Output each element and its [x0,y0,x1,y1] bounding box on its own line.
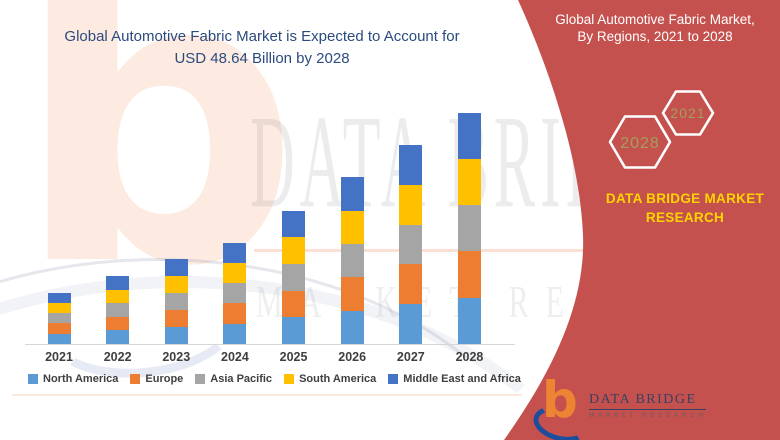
bar-segment-2027-middle-east-and-africa [399,144,423,185]
bar-segment-2022-north-america [106,330,130,344]
bar-segment-2024-asia-pacific [223,283,247,304]
legend-item-north-america: North America [28,373,118,385]
legend-item-middle-east-and-africa: Middle East and Africa [388,373,521,385]
bar-segment-2028-asia-pacific [457,205,481,252]
bar-segment-2024-north-america [223,323,247,344]
legend-swatch-south-america [284,374,295,384]
bar-segment-2022-asia-pacific [106,303,130,317]
bar-segment-2021-europe [47,323,71,334]
x-axis-line [25,344,515,345]
bar-segment-2026-south-america [340,210,364,244]
banner-title-line1: Global Automotive Fabric Market, [555,12,755,27]
banner-brand-line2: RESEARCH [645,210,725,225]
bar-segment-2021-asia-pacific [47,313,71,324]
bar-segment-2023-north-america [164,327,188,344]
legend-label-asia-pacific: Asia Pacific [210,373,273,385]
logo-subtitle: MARKET RESEARCH [589,412,707,419]
legend-swatch-europe [130,374,141,384]
banner-brand-line1: DATA BRIDGE MARKET [605,191,765,206]
logo-brand-name: DATA BRIDGE [589,392,707,410]
x-tick-2022: 2022 [103,350,132,364]
banner-title: Global Automotive Fabric Market, By Regi… [530,11,780,45]
bar-segment-2025-europe [282,290,306,318]
x-tick-2024: 2024 [221,350,249,364]
x-tick-2021: 2021 [45,350,73,364]
legend-item-europe: Europe [130,373,183,385]
bar-segment-2021-south-america [47,302,71,314]
bar-segment-2028-middle-east-and-africa [457,112,481,159]
bar-segment-2025-north-america [282,317,306,344]
legend-item-asia-pacific: Asia Pacific [195,373,272,385]
bar-segment-2025-south-america [282,237,306,264]
dbmr-logo-icon: b [529,375,593,440]
logo-letter-b: b [542,371,578,429]
banner-title-line2: By Regions, 2021 to 2028 [577,29,733,44]
bar-segment-2025-middle-east-and-africa [282,210,306,238]
bar-segment-2023-middle-east-and-africa [164,259,188,277]
bar-segment-2028-europe [457,251,481,298]
bar-segment-2027-asia-pacific [399,224,423,265]
bar-segment-2022-south-america [106,289,130,304]
legend-label-south-america: South America [299,373,377,385]
legend-item-south-america: South America [284,373,376,385]
bar-segment-2025-asia-pacific [282,263,306,291]
bar-segment-2022-europe [106,316,130,331]
hexagon-2021-label: 2021 [670,105,705,121]
bar-segment-2026-asia-pacific [340,243,364,278]
hexagon-2028-icon [608,115,672,169]
bar-segment-2021-middle-east-and-africa [47,292,71,303]
legend-label-middle-east-and-africa: Middle East and Africa [403,373,521,385]
legend-swatch-middle-east-and-africa [388,374,399,384]
x-tick-2025: 2025 [279,350,308,364]
bar-segment-2024-south-america [223,262,247,284]
dbmr-logo: b DATA BRIDGE MARKET RESEARCH [529,375,707,440]
bar-segment-2028-north-america [457,297,481,344]
chart-title-line1: Global Automotive Fabric Market is Expec… [64,28,460,45]
bar-segment-2024-europe [223,303,247,324]
bar-segment-2026-middle-east-and-africa [340,177,364,211]
chart-title: Global Automotive Fabric Market is Expec… [12,26,512,70]
bar-segment-2023-south-america [164,276,188,294]
legend-label-europe: Europe [145,373,184,385]
bar-segment-2026-europe [340,277,364,311]
dbmr-logo-text: DATA BRIDGE MARKET RESEARCH [589,385,707,431]
bar-segment-2024-middle-east-and-africa [223,242,247,263]
bar-segment-2026-north-america [340,310,364,344]
hexagon-2028-label: 2028 [620,135,660,152]
bar-segment-2027-north-america [399,304,423,344]
x-tick-2027: 2027 [396,350,425,364]
bar-segment-2028-south-america [457,158,481,206]
x-tick-2023: 2023 [162,350,191,364]
bar-segment-2021-north-america [47,333,71,344]
chart-title-line2: USD 48.64 Billion by 2028 [174,50,350,67]
x-tick-2026: 2026 [338,350,367,364]
legend-swatch-asia-pacific [195,374,206,384]
bar-segment-2022-middle-east-and-africa [106,275,130,290]
x-tick-2028: 2028 [455,350,484,364]
bar-segment-2023-europe [164,310,188,328]
bar-segment-2023-asia-pacific [164,293,188,311]
legend-label-north-america: North America [43,373,119,385]
banner-brand-name: DATA BRIDGE MARKET RESEARCH [585,189,780,227]
bar-segment-2027-south-america [399,184,423,225]
chart-legend: North America Europe Asia Pacific South Ame… [28,373,521,385]
legend-swatch-north-america [28,374,38,384]
bar-segment-2027-europe [399,264,423,305]
hexagon-2021-icon [661,90,715,136]
